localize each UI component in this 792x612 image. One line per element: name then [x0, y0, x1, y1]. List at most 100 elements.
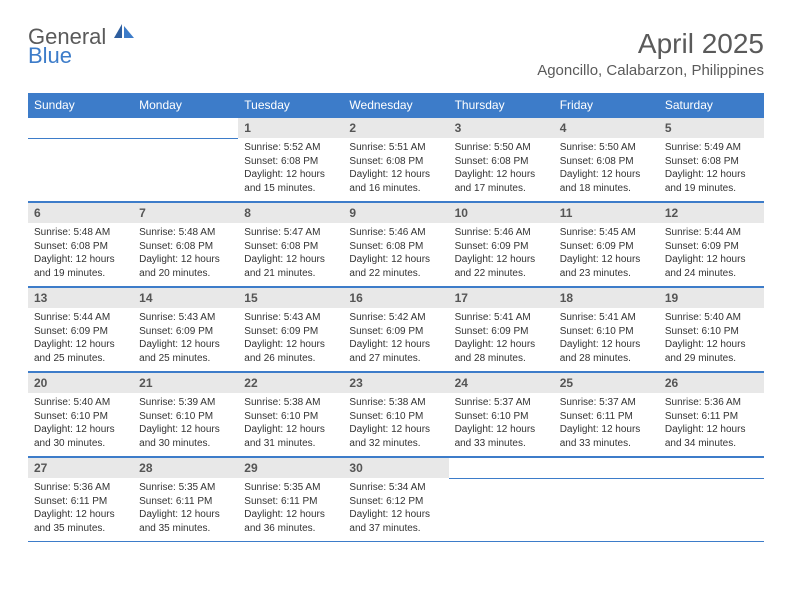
sunrise-line: Sunrise: 5:44 AM: [665, 226, 758, 240]
sunset-line: Sunset: 6:08 PM: [244, 155, 337, 169]
day-number: 5: [659, 117, 764, 138]
sunrise-line: Sunrise: 5:49 AM: [665, 141, 758, 155]
day-body: Sunrise: 5:38 AMSunset: 6:10 PMDaylight:…: [238, 393, 343, 456]
sunrise-line: Sunrise: 5:51 AM: [349, 141, 442, 155]
daylight-line: Daylight: 12 hours and 28 minutes.: [455, 338, 548, 365]
daylight-line: Daylight: 12 hours and 20 minutes.: [139, 253, 232, 280]
sunrise-line: Sunrise: 5:40 AM: [34, 396, 127, 410]
day-number-empty: [449, 457, 554, 478]
day-body: Sunrise: 5:35 AMSunset: 6:11 PMDaylight:…: [133, 478, 238, 541]
day-body: Sunrise: 5:35 AMSunset: 6:11 PMDaylight:…: [238, 478, 343, 541]
daylight-line: Daylight: 12 hours and 28 minutes.: [560, 338, 653, 365]
day-header: Sunday: [28, 93, 133, 117]
sunset-line: Sunset: 6:08 PM: [665, 155, 758, 169]
day-header: Tuesday: [238, 93, 343, 117]
daylight-line: Daylight: 12 hours and 35 minutes.: [139, 508, 232, 535]
day-body: Sunrise: 5:42 AMSunset: 6:09 PMDaylight:…: [343, 308, 448, 371]
daylight-line: Daylight: 12 hours and 33 minutes.: [560, 423, 653, 450]
day-number: 3: [449, 117, 554, 138]
sunset-line: Sunset: 6:09 PM: [560, 240, 653, 254]
day-body: Sunrise: 5:46 AMSunset: 6:09 PMDaylight:…: [449, 223, 554, 286]
calendar-week: 20 Sunrise: 5:40 AM Sunset: 6:10 PM Dayligh…: [28, 372, 764, 457]
day-number: 20: [28, 372, 133, 393]
day-body-empty: [554, 478, 659, 536]
calendar-cell: 10Sunrise: 5:46 AMSunset: 6:09 PMDayligh…: [449, 202, 554, 287]
calendar-cell: 26Sunrise: 5:36 AMSunset: 6:11 PMDayligh…: [659, 372, 764, 457]
day-number: 19: [659, 287, 764, 308]
sunset-line: Sunset: 6:11 PM: [34, 495, 127, 509]
logo: General Blue: [28, 28, 134, 65]
day-body: Sunrise: 5:43 AMSunset: 6:09 PMDaylight:…: [133, 308, 238, 371]
calendar-cell: 3Sunrise: 5:50 AMSunset: 6:08 PMDaylight…: [449, 117, 554, 202]
day-body-empty: [449, 478, 554, 536]
sunrise-line: Sunrise: 5:36 AM: [34, 481, 127, 495]
day-number-empty: [659, 457, 764, 478]
day-header: Saturday: [659, 93, 764, 117]
sunrise-line: Sunrise: 5:44 AM: [34, 311, 127, 325]
sunset-line: Sunset: 6:08 PM: [34, 240, 127, 254]
calendar-body: 1Sunrise: 5:52 AMSunset: 6:08 PMDaylight…: [28, 117, 764, 542]
sunset-line: Sunset: 6:09 PM: [455, 240, 548, 254]
calendar-cell: [133, 117, 238, 202]
daylight-line: Daylight: 12 hours and 26 minutes.: [244, 338, 337, 365]
sunset-line: Sunset: 6:12 PM: [349, 495, 442, 509]
sunset-line: Sunset: 6:10 PM: [665, 325, 758, 339]
day-body-empty: [659, 478, 764, 536]
sunrise-line: Sunrise: 5:38 AM: [244, 396, 337, 410]
day-body-empty: [28, 138, 133, 196]
daylight-line: Daylight: 12 hours and 24 minutes.: [665, 253, 758, 280]
calendar-cell: 12Sunrise: 5:44 AMSunset: 6:09 PMDayligh…: [659, 202, 764, 287]
daylight-line: Daylight: 12 hours and 17 minutes.: [455, 168, 548, 195]
page: General Blue April 2025 Agoncillo, Calab…: [0, 0, 792, 542]
day-number-empty: [554, 457, 659, 478]
day-body: Sunrise: 5:37 AMSunset: 6:10 PMDaylight:…: [449, 393, 554, 456]
day-body: Sunrise: 5:34 AMSunset: 6:12 PMDaylight:…: [343, 478, 448, 541]
sunrise-line: Sunrise: 5:43 AM: [244, 311, 337, 325]
day-number: 25: [554, 372, 659, 393]
calendar-cell: 23Sunrise: 5:38 AMSunset: 6:10 PMDayligh…: [343, 372, 448, 457]
sunset-line: Sunset: 6:10 PM: [349, 410, 442, 424]
daylight-line: Daylight: 12 hours and 22 minutes.: [455, 253, 548, 280]
day-number: 1: [238, 117, 343, 138]
calendar-cell: 11Sunrise: 5:45 AMSunset: 6:09 PMDayligh…: [554, 202, 659, 287]
daylight-line: Daylight: 12 hours and 15 minutes.: [244, 168, 337, 195]
daylight-line: Daylight: 12 hours and 33 minutes.: [455, 423, 548, 450]
daylight-line: Daylight: 12 hours and 37 minutes.: [349, 508, 442, 535]
sunrise-line: Sunrise: 5:40 AM: [665, 311, 758, 325]
daylight-line: Daylight: 12 hours and 29 minutes.: [665, 338, 758, 365]
day-number: 16: [343, 287, 448, 308]
calendar-cell: 1Sunrise: 5:52 AMSunset: 6:08 PMDaylight…: [238, 117, 343, 202]
day-number-empty: [133, 117, 238, 138]
day-body: Sunrise: 5:43 AMSunset: 6:09 PMDaylight:…: [238, 308, 343, 371]
day-body: Sunrise: 5:48 AMSunset: 6:08 PMDaylight:…: [28, 223, 133, 286]
sunset-line: Sunset: 6:08 PM: [455, 155, 548, 169]
day-header: Friday: [554, 93, 659, 117]
sunset-line: Sunset: 6:08 PM: [139, 240, 232, 254]
daylight-line: Daylight: 12 hours and 36 minutes.: [244, 508, 337, 535]
daylight-line: Daylight: 12 hours and 22 minutes.: [349, 253, 442, 280]
day-body: Sunrise: 5:36 AMSunset: 6:11 PMDaylight:…: [28, 478, 133, 541]
calendar-cell: 8Sunrise: 5:47 AMSunset: 6:08 PMDaylight…: [238, 202, 343, 287]
sunset-line: Sunset: 6:11 PM: [244, 495, 337, 509]
day-number: 2: [343, 117, 448, 138]
daylight-line: Daylight: 12 hours and 19 minutes.: [665, 168, 758, 195]
sunrise-line: Sunrise: 5:41 AM: [455, 311, 548, 325]
sunrise-line: Sunrise: 5:50 AM: [560, 141, 653, 155]
calendar-cell: 9Sunrise: 5:46 AMSunset: 6:08 PMDaylight…: [343, 202, 448, 287]
day-number: 14: [133, 287, 238, 308]
sunrise-line: Sunrise: 5:34 AM: [349, 481, 442, 495]
sunrise-line: Sunrise: 5:35 AM: [244, 481, 337, 495]
sunrise-line: Sunrise: 5:48 AM: [139, 226, 232, 240]
sail-icon: [114, 24, 134, 38]
day-number: 21: [133, 372, 238, 393]
daylight-line: Daylight: 12 hours and 27 minutes.: [349, 338, 442, 365]
calendar-cell: 7Sunrise: 5:48 AMSunset: 6:08 PMDaylight…: [133, 202, 238, 287]
day-body: Sunrise: 5:40 AMSunset: 6:10 PMDaylight:…: [659, 308, 764, 371]
calendar-cell: 4Sunrise: 5:50 AMSunset: 6:08 PMDaylight…: [554, 117, 659, 202]
calendar-week: 27Sunrise: 5:36 AMSunset: 6:11 PMDayligh…: [28, 457, 764, 542]
sunset-line: Sunset: 6:10 PM: [139, 410, 232, 424]
calendar-week: 6Sunrise: 5:48 AMSunset: 6:08 PMDaylight…: [28, 202, 764, 287]
sunrise-line: Sunrise: 5:47 AM: [244, 226, 337, 240]
day-body: Sunrise: 5:46 AMSunset: 6:08 PMDaylight:…: [343, 223, 448, 286]
calendar-cell: 13Sunrise: 5:44 AMSunset: 6:09 PMDayligh…: [28, 287, 133, 372]
